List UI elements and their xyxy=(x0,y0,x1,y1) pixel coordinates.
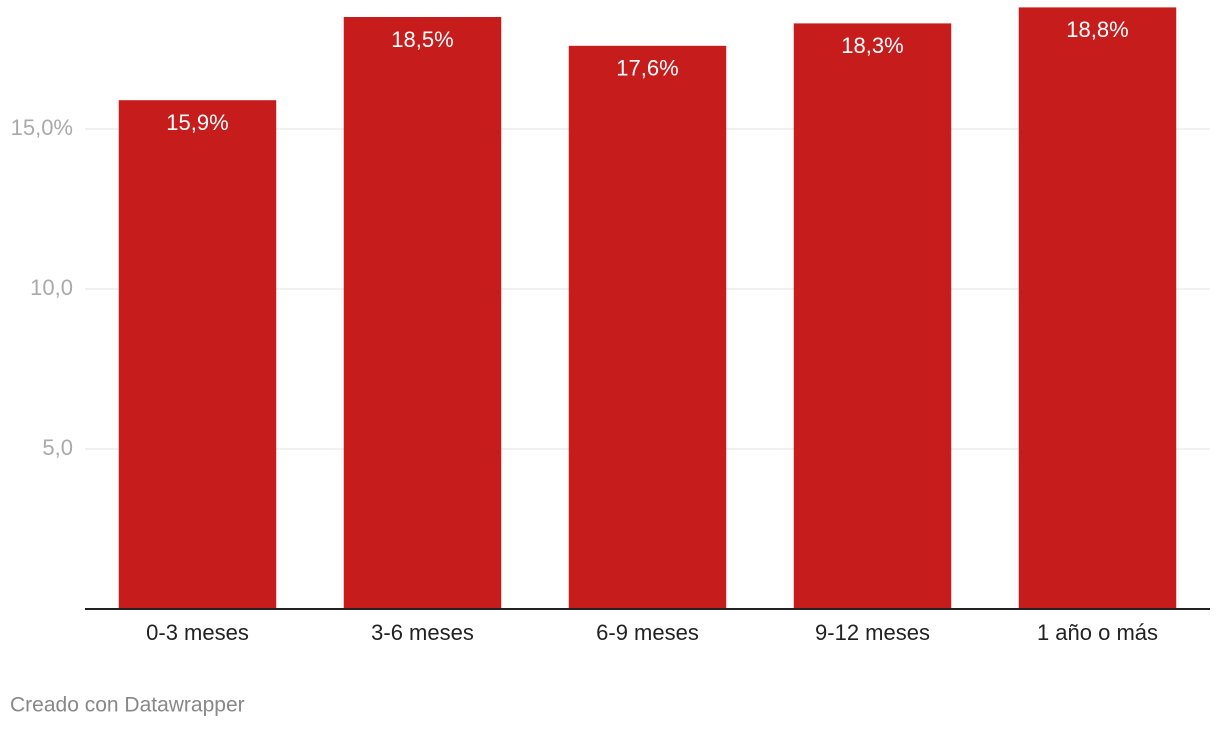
x-tick-label: 0-3 meses xyxy=(146,620,249,645)
source-note: Creado con Datawrapper xyxy=(10,694,245,717)
value-label: 18,3% xyxy=(841,33,903,58)
x-tick-label: 9-12 meses xyxy=(815,620,930,645)
value-label: 17,6% xyxy=(616,56,678,81)
bar xyxy=(118,100,277,609)
bar xyxy=(1018,7,1177,609)
y-tick-label: 15,0% xyxy=(11,115,73,140)
value-label: 18,8% xyxy=(1066,17,1128,42)
x-tick-label: 6-9 meses xyxy=(596,620,699,645)
bar xyxy=(343,17,502,609)
value-label: 15,9% xyxy=(166,110,228,135)
y-tick-label: 5,0 xyxy=(42,435,73,460)
x-tick-label: 3-6 meses xyxy=(371,620,474,645)
y-tick-label: 10,0 xyxy=(30,275,73,300)
bar xyxy=(793,23,952,609)
value-label: 18,5% xyxy=(391,27,453,52)
bar xyxy=(568,45,727,610)
x-tick-label: 1 año o más xyxy=(1037,620,1158,645)
